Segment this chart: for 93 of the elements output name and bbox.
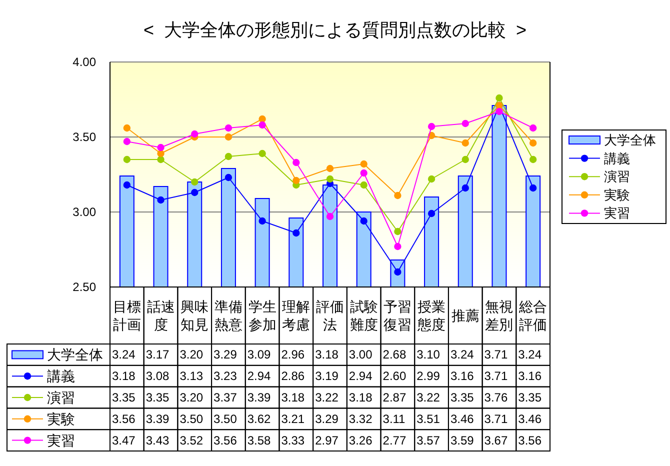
data-label: 3.29 (315, 412, 338, 426)
x-tick-label: 総合評価 (519, 298, 548, 332)
data-label: 3.17 (146, 348, 170, 362)
data-label: 3.56 (518, 433, 542, 448)
data-label: 3.37 (214, 390, 237, 404)
chart-title: < 大学全体の形態別による質問別点数の比較 > (143, 20, 527, 40)
data-label: 2.68 (382, 348, 406, 362)
x-tick-label: 話速度 (146, 298, 175, 332)
data-label: 2.77 (382, 433, 406, 448)
x-tick-label: 学生参加 (248, 298, 276, 332)
data-label: 2.60 (382, 369, 406, 384)
data-label: 3.16 (518, 369, 542, 384)
x-tick-label: 目標計画 (112, 298, 141, 332)
y-tick-label: 3.00 (72, 205, 96, 219)
x-tick-label: 推薦 (451, 308, 480, 324)
data-label: 2.96 (281, 348, 305, 362)
data-label: 3.20 (180, 390, 204, 404)
data-label: 3.18 (315, 348, 338, 362)
data-label: 3.39 (247, 390, 271, 404)
data-label: 3.24 (518, 348, 542, 362)
data-label: 3.51 (416, 412, 440, 426)
x-tick-label: 理解考慮 (282, 298, 310, 332)
data-label: 3.59 (450, 433, 474, 448)
legend-label: 実習 (604, 206, 630, 221)
legend-label: 実験 (604, 187, 630, 202)
legend-label: 実習 (47, 432, 75, 448)
x-tick-label: 準備熱意 (214, 298, 242, 332)
data-label: 3.18 (112, 369, 136, 384)
data-label: 3.35 (518, 390, 542, 404)
data-label: 3.11 (382, 412, 406, 426)
data-label: 3.46 (518, 412, 542, 426)
data-label: 3.35 (112, 390, 136, 404)
legend-label: 演習 (47, 390, 75, 406)
x-tick-label: 興味知見 (180, 298, 209, 332)
data-label: 3.47 (112, 433, 136, 448)
data-label: 3.18 (281, 390, 305, 404)
data-label: 3.76 (484, 390, 508, 404)
data-label: 2.99 (416, 369, 440, 384)
legend-label: 講義 (604, 150, 630, 166)
data-label: 3.52 (180, 433, 204, 448)
data-label: 2.94 (247, 369, 271, 384)
data-label: 3.67 (484, 433, 508, 448)
data-label: 3.10 (416, 348, 440, 362)
data-label: 3.16 (450, 369, 474, 384)
data-label: 3.18 (348, 390, 372, 404)
data-label: 3.50 (214, 412, 237, 426)
data-label: 3.09 (247, 348, 271, 362)
x-tick-label: 予習復習 (384, 298, 412, 332)
data-label: 2.94 (348, 369, 372, 384)
data-label: 3.56 (112, 412, 136, 426)
data-label: 3.08 (146, 369, 170, 384)
data-label: 3.29 (214, 348, 237, 362)
data-label: 3.32 (348, 412, 372, 426)
x-tick-label: 無視差別 (485, 298, 514, 332)
data-label: 3.71 (484, 412, 508, 426)
data-label: 3.00 (348, 348, 372, 362)
data-label: 3.39 (146, 412, 170, 426)
y-tick-label: 4.00 (72, 55, 96, 69)
data-label: 3.35 (450, 390, 474, 404)
x-tick-label: 試験難度 (350, 298, 378, 332)
data-label: 3.22 (315, 390, 338, 404)
x-tick-label: 評価法 (316, 298, 344, 332)
data-label: 3.50 (180, 412, 204, 426)
data-label: 3.35 (146, 390, 170, 404)
data-label: 3.57 (416, 433, 440, 448)
data-label: 3.24 (450, 348, 474, 362)
data-label: 3.13 (180, 369, 204, 384)
data-label: 3.21 (281, 412, 305, 426)
data-label: 2.86 (281, 369, 305, 384)
data-label: 3.71 (484, 369, 508, 384)
data-label: 3.19 (315, 369, 338, 384)
data-label: 3.23 (214, 369, 237, 384)
data-label: 3.24 (112, 348, 136, 362)
data-label: 3.71 (484, 348, 508, 362)
data-label: 3.33 (281, 433, 305, 448)
data-label: 3.62 (247, 412, 271, 426)
data-label: 3.22 (416, 390, 440, 404)
data-label: 3.43 (146, 433, 170, 448)
data-label: 2.87 (382, 390, 406, 404)
legend-label: 大学全体 (604, 132, 656, 148)
legend-label: 演習 (604, 169, 630, 184)
x-tick-label: 授業態度 (418, 298, 446, 332)
legend-label: 大学全体 (47, 346, 103, 363)
legend-label: 実験 (47, 410, 75, 427)
legend-label: 講義 (47, 368, 75, 384)
y-tick-label: 2.50 (72, 280, 96, 294)
y-tick-label: 3.50 (72, 130, 96, 144)
data-label: 3.46 (450, 412, 474, 426)
data-label: 3.26 (348, 433, 372, 448)
data-label: 3.20 (180, 348, 204, 362)
data-label: 3.58 (247, 433, 271, 448)
data-label: 3.56 (214, 433, 237, 448)
data-label: 2.97 (315, 433, 338, 448)
